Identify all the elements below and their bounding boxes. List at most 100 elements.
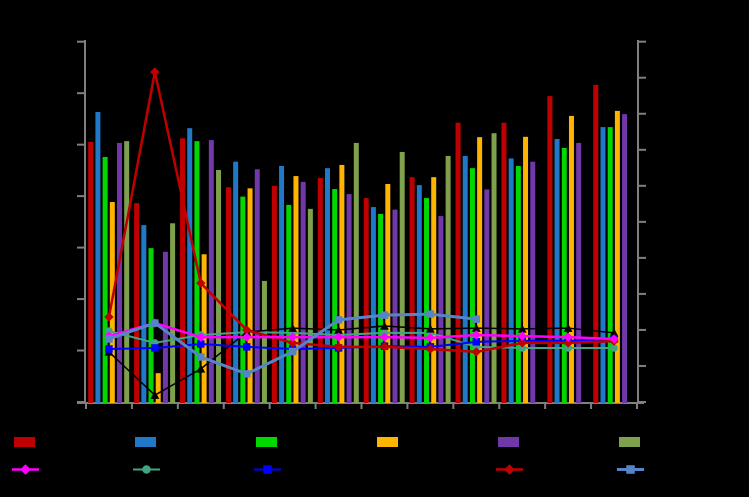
line-black-marker bbox=[196, 364, 206, 373]
line-steelblue-marker bbox=[380, 311, 389, 319]
legend-line-magenta-marker bbox=[20, 464, 31, 475]
bar-blue-bar bbox=[554, 138, 560, 403]
line-teal-path bbox=[108, 330, 615, 349]
line-darkred-marker bbox=[379, 342, 390, 352]
bar-purple-bar bbox=[438, 216, 444, 403]
legend-bar-blue-swatch bbox=[135, 437, 156, 447]
bar-orange-bar bbox=[477, 137, 483, 403]
bar-green-bar bbox=[607, 127, 613, 404]
line-magenta-marker bbox=[196, 332, 206, 342]
bar-purple-bar bbox=[346, 194, 352, 403]
line-steelblue-marker bbox=[426, 310, 435, 318]
bar-purple-bar bbox=[300, 181, 306, 403]
line-blue-marker bbox=[151, 344, 159, 352]
line-teal-marker bbox=[564, 344, 572, 352]
line-darkred-marker bbox=[242, 325, 252, 335]
bar-blue-bar bbox=[416, 185, 422, 403]
line-steelblue-marker bbox=[242, 370, 251, 378]
bar-blue-bar bbox=[233, 161, 239, 403]
legend-line-magenta bbox=[12, 464, 39, 475]
bar-blue-bar bbox=[324, 168, 330, 403]
bar-olive-bar bbox=[216, 169, 222, 403]
bar-red-bar bbox=[409, 177, 415, 403]
bar-red-bar bbox=[88, 141, 94, 403]
legend-bar-red bbox=[14, 437, 35, 447]
bar-red-bar bbox=[134, 203, 140, 403]
legend-bar-blue bbox=[135, 437, 156, 447]
bar-purple-bar bbox=[622, 114, 628, 403]
bar-olive-bar bbox=[353, 142, 359, 403]
line-magenta-marker bbox=[563, 332, 573, 342]
bar-orange-bar bbox=[339, 164, 345, 403]
legend-bar-orange-swatch bbox=[377, 437, 398, 447]
line-steelblue-marker bbox=[472, 315, 481, 323]
line-blue-marker bbox=[472, 338, 481, 346]
line-darkred-path bbox=[107, 71, 615, 354]
line-darkred-marker bbox=[517, 338, 527, 348]
line-magenta-path bbox=[108, 321, 615, 341]
line-black-marker bbox=[517, 324, 527, 333]
bar-purple-bar bbox=[254, 169, 260, 403]
bar-green-bar bbox=[286, 204, 292, 403]
line-steelblue-marker bbox=[151, 319, 159, 327]
axes bbox=[77, 40, 646, 409]
line-black bbox=[104, 321, 619, 399]
bar-purple-bar bbox=[208, 140, 214, 404]
line-teal-marker bbox=[610, 344, 618, 352]
bar-olive-bar bbox=[124, 141, 130, 403]
line-magenta-marker bbox=[379, 332, 390, 342]
bar-red-bar bbox=[317, 177, 323, 403]
line-black-marker bbox=[150, 390, 160, 399]
legend-bar-green-swatch bbox=[256, 437, 277, 447]
bar-olive-bar bbox=[307, 208, 313, 403]
bar-purple bbox=[117, 114, 628, 404]
bar-green-bar bbox=[194, 141, 200, 403]
legend-bar-red-swatch bbox=[14, 437, 35, 447]
legend-line-darkred-marker bbox=[504, 464, 515, 475]
legend-bar-olive-swatch bbox=[619, 437, 640, 447]
line-magenta-marker bbox=[333, 332, 344, 342]
line-black-marker bbox=[609, 328, 619, 337]
bar-orange-bar bbox=[385, 184, 391, 403]
line-darkred-marker bbox=[333, 342, 344, 352]
bar-green-bar bbox=[515, 166, 521, 403]
bar-blue bbox=[95, 111, 606, 404]
bar-green-bar bbox=[378, 213, 384, 403]
bar-series-group bbox=[88, 84, 628, 404]
bar-olive-bar bbox=[399, 151, 405, 403]
bar-green-bar bbox=[469, 168, 475, 403]
bar-red-bar bbox=[225, 187, 231, 403]
line-darkred-marker bbox=[471, 347, 481, 357]
legend-bar-purple bbox=[498, 437, 519, 447]
bar-green-bar bbox=[102, 156, 108, 403]
bar-purple-bar bbox=[117, 142, 122, 403]
legend-line-teal bbox=[133, 465, 160, 474]
line-darkred-marker bbox=[104, 312, 114, 322]
bar-orange-bar bbox=[155, 373, 161, 403]
bar-purple-bar bbox=[392, 209, 398, 403]
bar-green-bar bbox=[561, 147, 567, 403]
line-darkred-marker bbox=[287, 338, 298, 348]
legend-line-blue bbox=[254, 465, 281, 474]
line-darkred bbox=[104, 67, 619, 357]
line-magenta-marker bbox=[242, 332, 252, 342]
bar-purple-bar bbox=[484, 189, 490, 403]
line-darkred-marker bbox=[425, 344, 436, 354]
legend bbox=[12, 437, 644, 475]
legend-line-steelblue bbox=[617, 465, 644, 474]
bar-olive-bar bbox=[491, 133, 497, 404]
line-series-group bbox=[104, 67, 619, 399]
line-black-marker bbox=[334, 325, 343, 334]
legend-line-steelblue-marker bbox=[626, 465, 635, 474]
bar-orange-bar bbox=[247, 188, 253, 403]
line-black-path bbox=[108, 325, 615, 397]
legend-line-teal-marker bbox=[142, 465, 151, 474]
bar-olive-bar bbox=[445, 155, 451, 403]
bar-orange-bar bbox=[431, 177, 437, 403]
line-teal-marker bbox=[105, 327, 113, 335]
bar-orange-bar bbox=[568, 115, 574, 403]
legend-bar-olive bbox=[619, 437, 640, 447]
bar-red bbox=[88, 84, 599, 404]
line-magenta-marker bbox=[425, 333, 436, 343]
